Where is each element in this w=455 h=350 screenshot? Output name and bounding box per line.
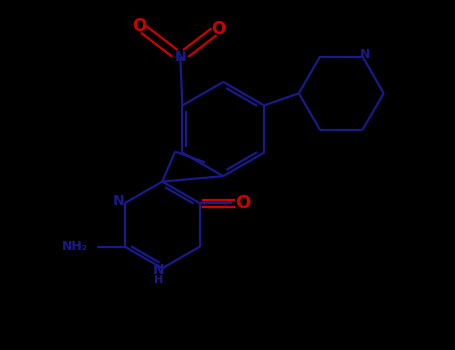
Text: O: O (211, 20, 225, 37)
Text: N: N (153, 264, 165, 278)
Text: N: N (112, 194, 124, 208)
Text: N: N (359, 48, 370, 61)
Text: O: O (132, 17, 146, 35)
Text: N: N (174, 50, 186, 64)
Text: NH₂: NH₂ (62, 240, 88, 253)
Text: H: H (154, 275, 164, 285)
Text: O: O (236, 194, 251, 212)
